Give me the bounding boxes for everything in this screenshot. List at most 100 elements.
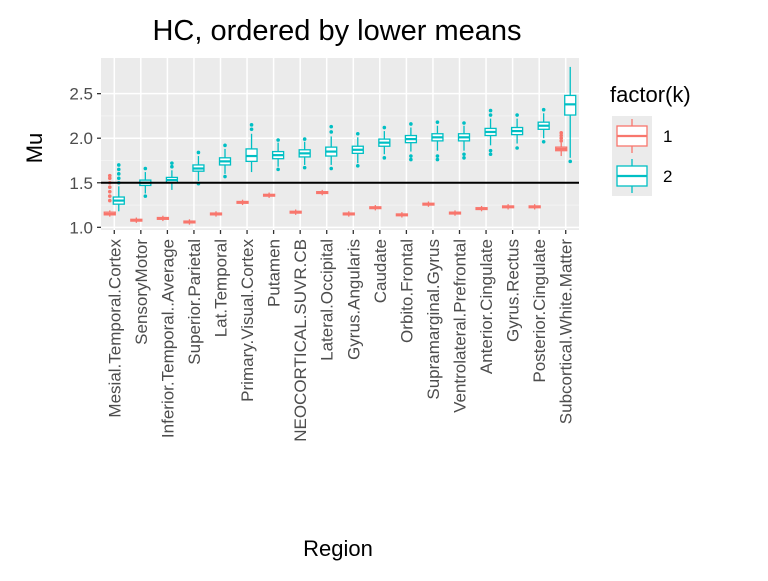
- x-tick-label: Subcortical.White.Matter: [557, 239, 576, 425]
- outlier-point: [462, 121, 466, 125]
- box-1-SensoryMotor: [130, 217, 143, 223]
- box-1-Primary.Visual.Cortex: [236, 199, 249, 206]
- box-1-Gyrus.Rectus: [501, 204, 515, 210]
- outlier-point: [488, 108, 493, 113]
- box-1-Orbito.Frontal: [395, 212, 409, 218]
- outlier-point: [329, 130, 334, 134]
- legend-title: factor(k): [610, 82, 691, 107]
- x-tick-label: Anterior.Cingulate: [477, 239, 496, 374]
- x-tick-label: Gyrus.Rectus: [504, 239, 523, 342]
- box-1-Supramarginal.Gyrus: [422, 201, 435, 207]
- outlier-point: [559, 133, 564, 138]
- outlier-point: [462, 156, 466, 160]
- box-1-Putamen: [262, 192, 276, 198]
- outlier-point: [355, 164, 360, 168]
- outlier-point: [107, 194, 112, 198]
- y-tick-label: 1.0: [69, 218, 93, 237]
- box-1-Anterior.Cingulate: [475, 205, 488, 212]
- outlier-point: [568, 159, 573, 164]
- box-2-Lateral.Occipital: [325, 124, 338, 171]
- outlier-point: [249, 127, 254, 132]
- box-1-Subcortical.White.Matter: [555, 131, 568, 157]
- y-tick-label: 1.5: [69, 174, 93, 193]
- outlier-point: [302, 137, 307, 141]
- outlier-point: [107, 185, 112, 190]
- box-2-Subcortical.White.Matter: [564, 66, 577, 164]
- outlier-point: [276, 167, 280, 172]
- outlier-point: [116, 163, 121, 167]
- outlier-point: [170, 164, 174, 169]
- outlier-point: [462, 152, 466, 157]
- outlier-point: [107, 198, 112, 203]
- x-tick-label: Caudate: [371, 239, 390, 303]
- outlier-point: [196, 150, 201, 155]
- outlier-point: [559, 131, 564, 135]
- box-1-Ventrolateral.Prefrontal: [448, 210, 462, 216]
- outlier-point: [409, 122, 413, 126]
- box-2-Inferior.Temporal..Average: [165, 161, 179, 190]
- chart-title: HC, ordered by lower means: [152, 15, 521, 47]
- plot-area: 1.0 1.5 2.0 2.5 Mesial.Temporal.Cortex Sensor…: [69, 58, 579, 442]
- box-2-Gyrus.Angularis: [351, 131, 364, 168]
- legend-label: 1: [663, 127, 672, 146]
- outlier-point: [488, 113, 493, 117]
- box-1-Superior.Parietal: [183, 219, 196, 225]
- x-tick-label: Lat.Temporal: [212, 239, 231, 337]
- outlier-point: [541, 107, 546, 112]
- outlier-point: [143, 194, 148, 198]
- outlier-point: [329, 166, 334, 171]
- outlier-point: [116, 176, 121, 181]
- legend-item-1: 1: [612, 116, 672, 156]
- outlier-point: [355, 131, 360, 136]
- outlier-point: [116, 167, 121, 172]
- box-1-Inferior.Temporal..Average: [156, 215, 170, 222]
- x-tick-label: Superior.Parietal: [185, 239, 204, 365]
- outlier-point: [302, 165, 307, 170]
- x-tick-label: Ventrolateral.Prefrontal: [451, 239, 470, 413]
- outlier-point: [143, 166, 148, 171]
- x-tick-label: Mesial.Temporal.Cortex: [105, 239, 124, 418]
- x-tick-label: Primary.Visual.Cortex: [238, 239, 257, 402]
- box-2-Anterior.Cingulate: [484, 108, 497, 157]
- x-tick-label: NEOCORTICAL.SUVR.CB: [291, 239, 310, 442]
- x-tick-label: Inferior.Temporal..Average: [158, 239, 177, 438]
- box-2-Orbito.Frontal: [404, 122, 418, 162]
- outlier-point: [276, 138, 280, 142]
- box-1-NEOCORTICAL.SUVR.CB: [289, 209, 302, 215]
- box-2-Caudate: [378, 125, 391, 160]
- box-1-Caudate: [369, 205, 382, 211]
- box-2-Supramarginal.Gyrus: [431, 120, 444, 162]
- x-tick-label: Supramarginal.Gyrus: [424, 239, 443, 400]
- outlier-point: [435, 157, 440, 162]
- outlier-point: [223, 143, 227, 148]
- x-tick-label: Putamen: [265, 239, 284, 307]
- outlier-point: [488, 148, 493, 153]
- outlier-point: [249, 123, 254, 127]
- outlier-point: [559, 139, 564, 143]
- outlier-point: [382, 125, 387, 130]
- legend: 12: [612, 116, 672, 196]
- legend-item-2: 2: [612, 156, 672, 196]
- box-1-Lat.Temporal: [209, 211, 223, 217]
- series-1: [103, 131, 568, 225]
- legend-label: 2: [663, 167, 672, 186]
- outlier-point: [559, 136, 564, 141]
- box-2-NEOCORTICAL.SUVR.CB: [298, 137, 311, 170]
- x-tick-label: Orbito.Frontal: [397, 239, 416, 343]
- outlier-point: [435, 154, 440, 158]
- box-1-Gyrus.Angularis: [342, 211, 355, 217]
- outlier-point: [435, 120, 440, 124]
- outlier-point: [515, 146, 519, 150]
- outlier-point: [223, 174, 227, 179]
- box-1-Lateral.Occipital: [316, 189, 329, 196]
- y-tick-label: 2.5: [69, 85, 93, 104]
- series-2: [112, 66, 577, 212]
- outlier-point: [488, 152, 493, 157]
- x-tick-label: Posterior.Cingulate: [530, 239, 549, 383]
- outlier-point: [515, 113, 519, 117]
- outlier-point: [116, 172, 121, 176]
- x-tick-label: Lateral.Occipital: [318, 239, 337, 361]
- y-tick-label: 2.0: [69, 129, 93, 148]
